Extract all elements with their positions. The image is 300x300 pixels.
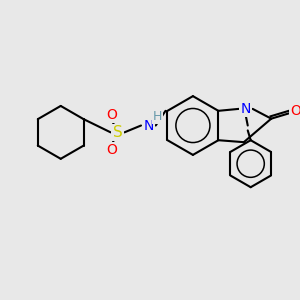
Text: S: S — [112, 125, 122, 140]
Text: O: O — [106, 143, 117, 157]
Text: N: N — [144, 118, 154, 133]
Text: O: O — [106, 108, 117, 122]
Text: O: O — [290, 104, 300, 118]
Text: N: N — [241, 102, 251, 116]
Text: H: H — [153, 110, 162, 123]
